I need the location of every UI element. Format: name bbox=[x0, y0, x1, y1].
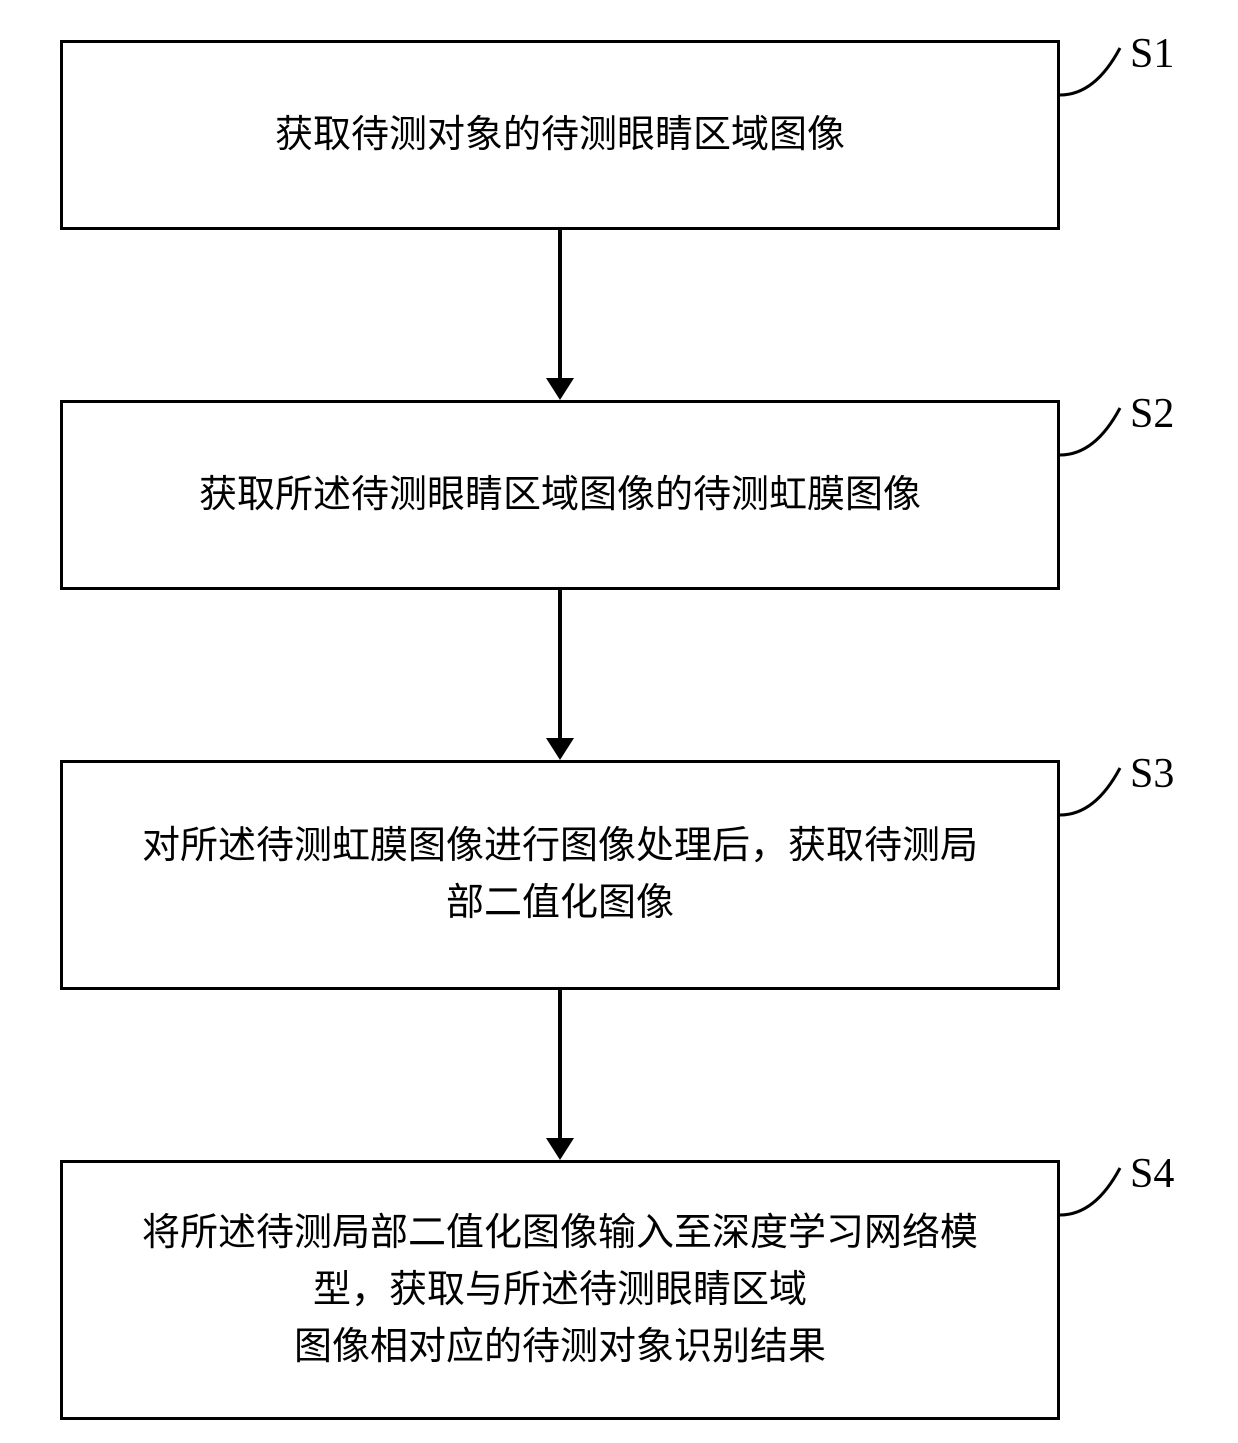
connector-arc-s3 bbox=[1060, 768, 1130, 828]
arrow-head-s2-s3 bbox=[546, 738, 574, 760]
arrow-s1-s2 bbox=[558, 230, 562, 380]
step-box-s3: 对所述待测虹膜图像进行图像处理后，获取待测局 部二值化图像 bbox=[60, 760, 1060, 990]
step-box-s4: 将所述待测局部二值化图像输入至深度学习网络模 型，获取与所述待测眼睛区域 图像相… bbox=[60, 1160, 1060, 1420]
step-label-s3: S3 bbox=[1130, 750, 1174, 798]
flowchart-canvas: 获取待测对象的待测眼睛区域图像 S1 获取所述待测眼睛区域图像的待测虹膜图像 S… bbox=[0, 0, 1238, 1443]
connector-arc-s4 bbox=[1060, 1168, 1130, 1228]
arrow-head-s1-s2 bbox=[546, 378, 574, 400]
connector-arc-s2 bbox=[1060, 408, 1130, 468]
arrow-s3-s4 bbox=[558, 990, 562, 1140]
step-text-s4: 将所述待测局部二值化图像输入至深度学习网络模 型，获取与所述待测眼睛区域 图像相… bbox=[142, 1205, 978, 1376]
step-label-s2: S2 bbox=[1130, 390, 1174, 438]
step-box-s1: 获取待测对象的待测眼睛区域图像 bbox=[60, 40, 1060, 230]
arrow-head-s3-s4 bbox=[546, 1138, 574, 1160]
step-box-s2: 获取所述待测眼睛区域图像的待测虹膜图像 bbox=[60, 400, 1060, 590]
connector-arc-s1 bbox=[1060, 48, 1130, 108]
step-text-s3: 对所述待测虹膜图像进行图像处理后，获取待测局 部二值化图像 bbox=[142, 818, 978, 932]
step-text-s2: 获取所述待测眼睛区域图像的待测虹膜图像 bbox=[199, 467, 921, 524]
arrow-s2-s3 bbox=[558, 590, 562, 740]
step-text-s1: 获取待测对象的待测眼睛区域图像 bbox=[275, 107, 845, 164]
step-label-s1: S1 bbox=[1130, 30, 1174, 78]
step-label-s4: S4 bbox=[1130, 1150, 1174, 1198]
